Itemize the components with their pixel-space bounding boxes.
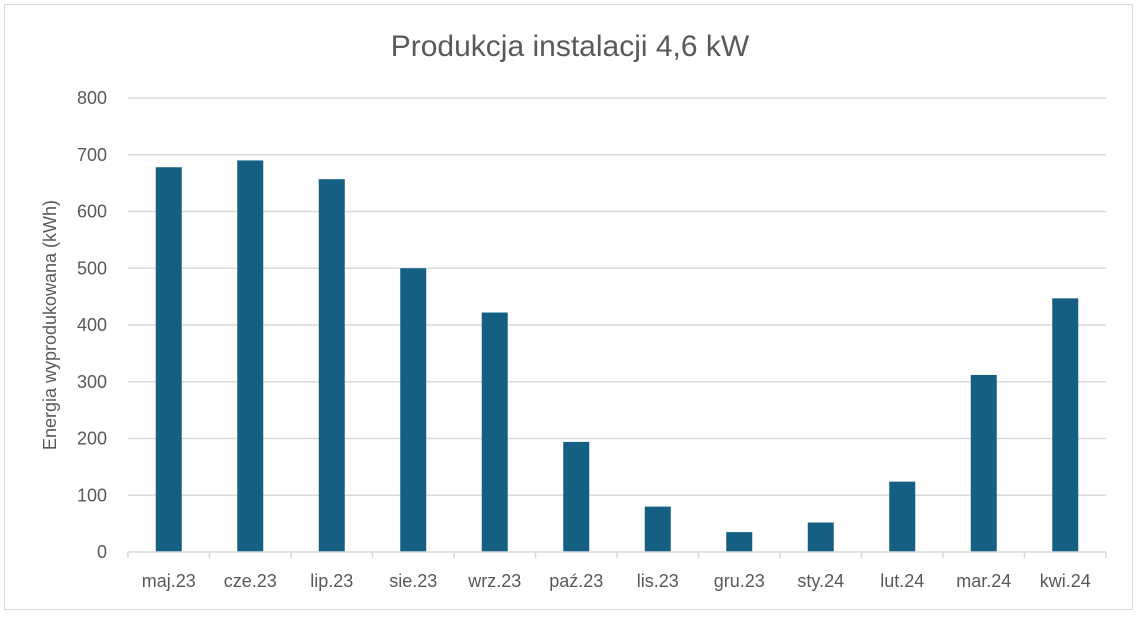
x-tick-label: cze.23 — [224, 571, 277, 591]
bar-series — [155, 160, 1079, 553]
chart-title: Produkcja instalacji 4,6 kW — [391, 30, 750, 63]
bar-kwi.24 — [1052, 298, 1079, 552]
y-tick-label: 200 — [77, 429, 107, 449]
x-tick-label: wrz.23 — [467, 571, 521, 591]
bar-paź.23 — [563, 441, 590, 552]
y-tick-label: 400 — [77, 315, 107, 335]
y-tick-label: 100 — [77, 485, 107, 505]
x-tick-label: sty.24 — [797, 571, 844, 591]
x-tick-label: lip.23 — [310, 571, 353, 591]
x-tick-label: lis.23 — [637, 571, 679, 591]
bar-lis.23 — [644, 506, 671, 552]
y-tick-label: 0 — [97, 542, 107, 562]
x-tick-label: mar.24 — [956, 571, 1011, 591]
x-tick-label: kwi.24 — [1040, 571, 1091, 591]
bar-sty.24 — [807, 522, 834, 552]
y-axis-label: Energia wyprodukowana (kWh) — [40, 200, 60, 450]
bar-sie.23 — [400, 268, 427, 552]
x-tick-label: sie.23 — [389, 571, 437, 591]
bar-wrz.23 — [481, 312, 508, 552]
y-axis-ticks: 0 100 200 300 400 500 600 700 800 — [77, 88, 107, 562]
x-tick-label: maj.23 — [142, 571, 196, 591]
y-tick-label: 800 — [77, 88, 107, 108]
x-axis-ticks: maj.23 cze.23 lip.23 sie.23 wrz.23 paź.23 lis.… — [142, 571, 1091, 591]
bar-cze.23 — [237, 160, 264, 553]
gridlines — [128, 97, 1106, 496]
x-axis — [127, 551, 1107, 558]
bar-maj.23 — [155, 167, 182, 553]
y-tick-label: 500 — [77, 258, 107, 278]
bar-lip.23 — [318, 179, 345, 552]
bar-gru.23 — [726, 532, 753, 552]
bar-mar.24 — [970, 374, 997, 552]
y-tick-label: 600 — [77, 202, 107, 222]
x-tick-label: paź.23 — [549, 571, 603, 591]
bar-lut.24 — [889, 481, 916, 552]
x-tick-label: lut.24 — [880, 571, 924, 591]
y-tick-label: 700 — [77, 145, 107, 165]
x-tick-label: gru.23 — [714, 571, 765, 591]
y-tick-label: 300 — [77, 372, 107, 392]
